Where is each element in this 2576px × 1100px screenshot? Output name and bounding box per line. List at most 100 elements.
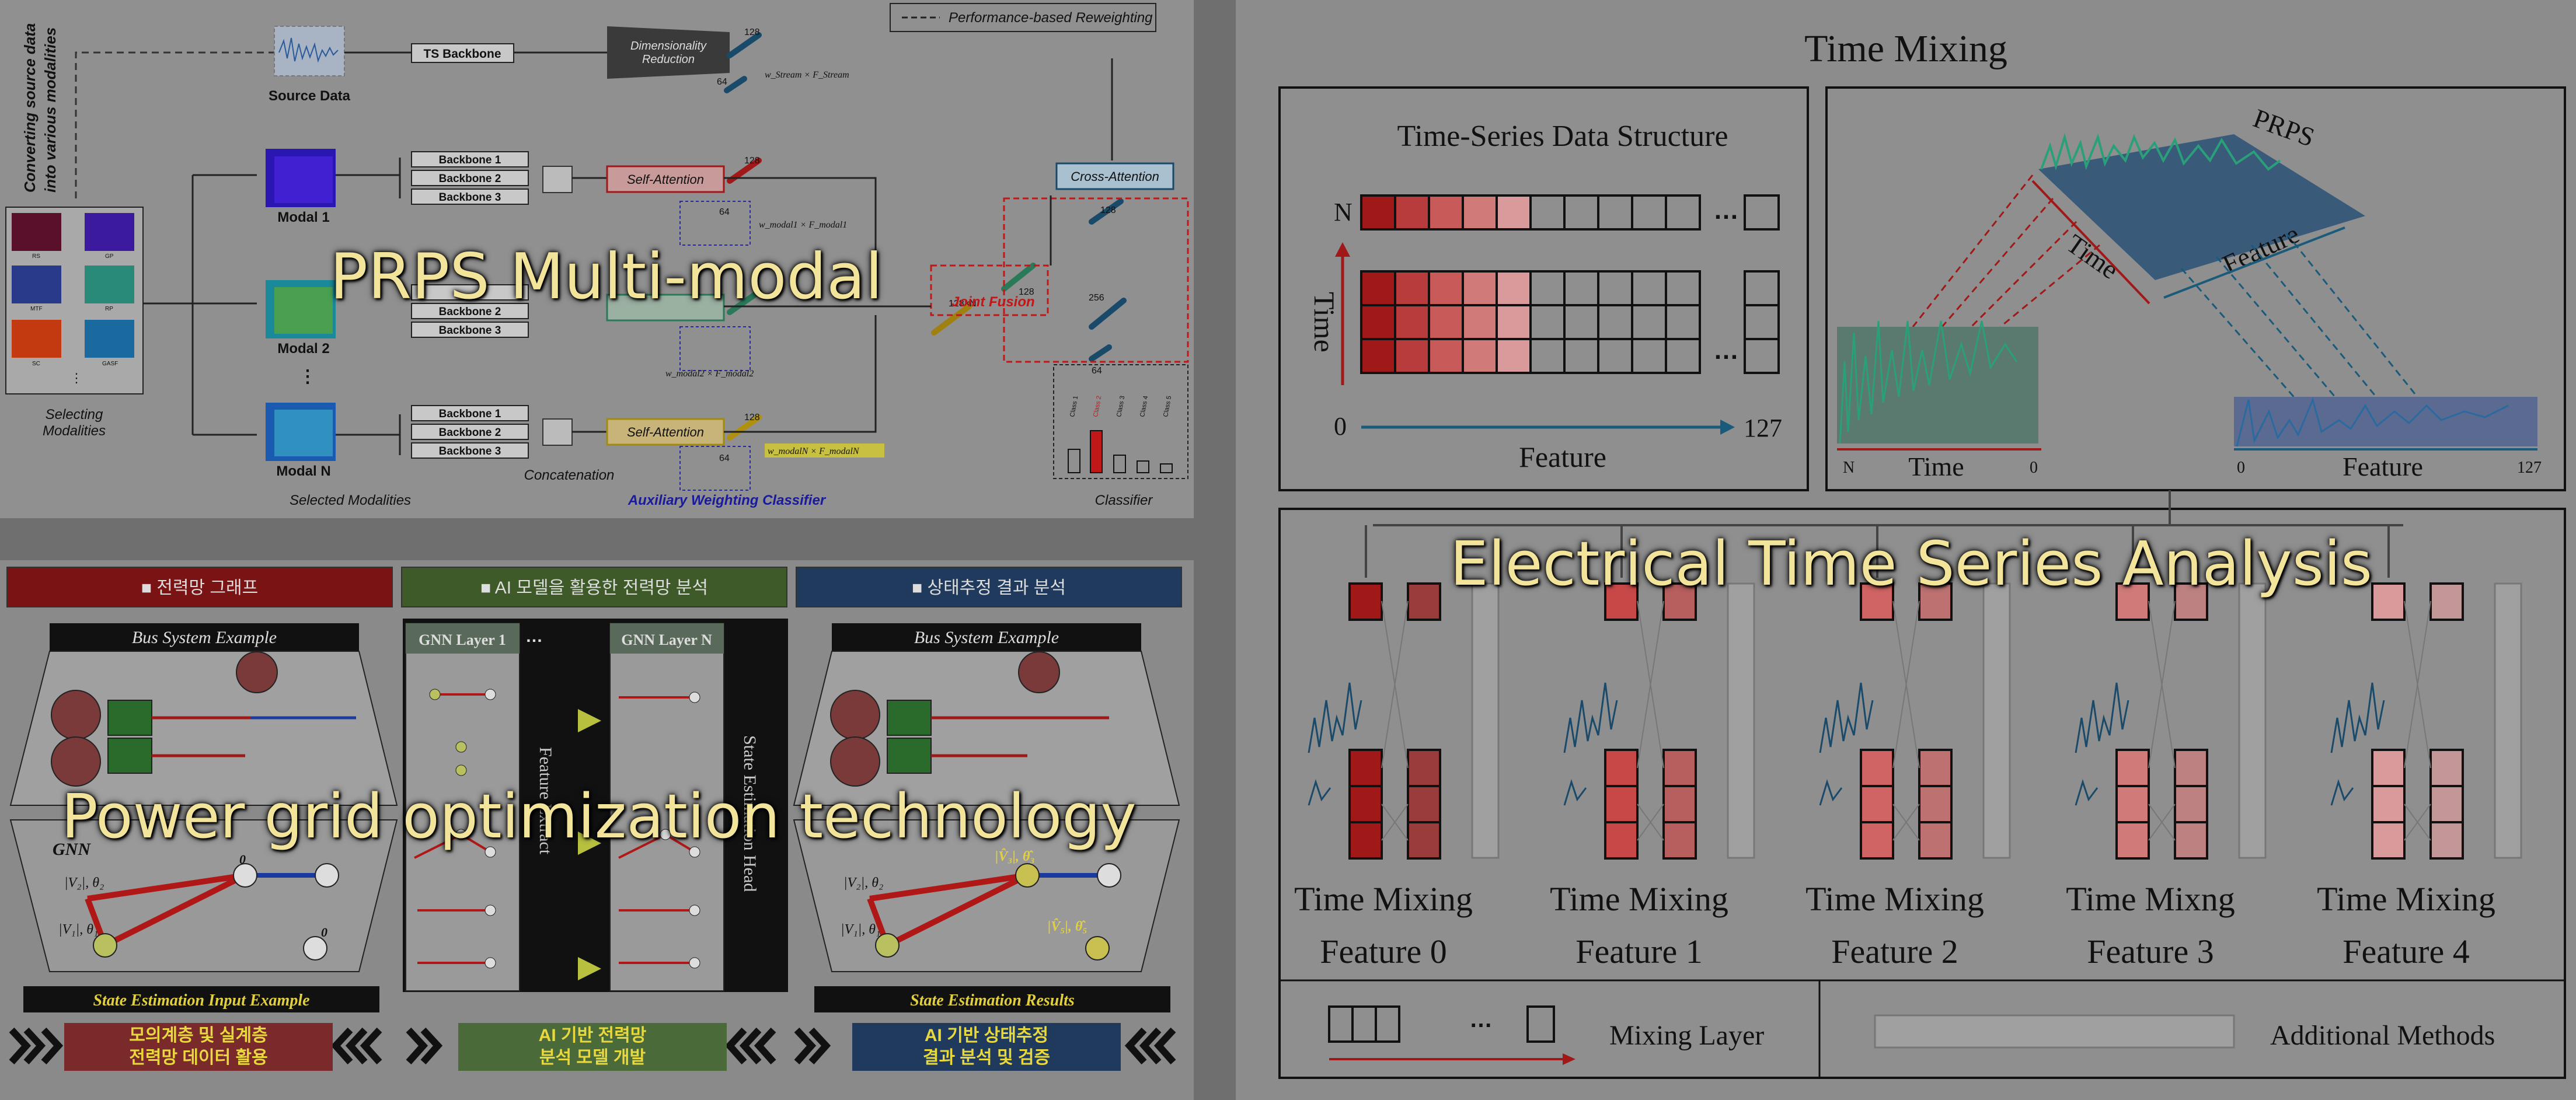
grid-dots: … [1713,196,1739,225]
generator-icon [51,690,101,740]
signal-trace [1308,682,1362,806]
gnn-node [1097,863,1121,888]
overlay-title-electrical: Electrical Time Series Analysis [1450,528,2373,599]
mixer-columns: Time Mixing Feature 0 Time Mixing Feature 1… [1294,525,2522,970]
grid-cell [1394,270,1430,306]
thumb-rp [85,266,134,303]
mixer-cell [2371,749,2406,787]
embed-bar [727,32,762,58]
results-bar [814,986,1170,1012]
grid-cell [1744,338,1780,374]
v5-label: |V̂₅|, θ̂₅ [1048,919,1087,934]
legend-additional-label: Additional Methods [2270,1020,2495,1051]
v2-label: |V₂|, θ₂ [843,875,883,891]
multimodal-diagram: Performance-based Reweighting Converting… [5,3,1189,508]
mix-lines [1892,600,1920,841]
cross-attention-label: Cross-Attention [1071,169,1159,184]
mixer-label-line2: Feature 0 [1320,933,1446,970]
modal-1-label: Modal 1 [277,209,329,225]
plot-n-label: N [1843,459,1855,477]
gnn-layer-1-panel [405,623,520,991]
grid-cell [1360,338,1396,374]
ts-backbone-box [411,43,514,63]
mixer-cell [1604,785,1639,823]
grid-cell [1496,270,1532,306]
dim-label: 64 [1092,366,1102,376]
dim-label: 128 [744,413,760,422]
layer-dots: … [525,627,543,646]
grid-cell [1462,270,1498,306]
concat-cube [542,418,573,446]
mixer-label-line2: Feature 3 [2087,933,2214,970]
weight-box [679,446,751,491]
dim-label: 64 [719,207,730,217]
thumb-gasf [85,320,134,358]
header-label: ■ AI 모델을 활용한 전력망 분석 [480,578,708,598]
grid-cell [1496,304,1532,340]
mix-lines [1637,600,1664,841]
time-mixing-title: Time Mixing [1804,27,2007,70]
mixer-label-line1: Time Mixing [1550,880,1728,918]
chevron-left-icon [724,1027,776,1064]
concatenation-label: Concatenation [524,467,615,483]
plot-0b-label: 0 [2237,459,2245,477]
time-signal [1839,320,2018,444]
connector-lines [724,58,1113,433]
thumb-dots: ⋮ [70,371,83,385]
grid-cell [1360,270,1396,306]
generator-icon [830,690,880,740]
weight-formula: w_Stream × F_Stream [765,70,849,80]
backbone-label: Backbone 3 [439,324,501,337]
mixer-cell [1348,785,1383,823]
mixer-cell [1860,582,1894,621]
dim-reduction-label-2: Reduction [642,53,695,66]
mixer-cell [1604,821,1639,860]
additional-method-bar [1727,582,1755,859]
mixer-cell [2371,785,2406,823]
chevron-left-icon [1124,1027,1176,1064]
grid-cell [1360,194,1396,231]
input-example-bar [23,986,379,1012]
mixer-label-line1: Time Mixing [1805,880,1984,918]
self-attention-box [606,418,725,446]
ts-structure-title: Time-Series Data Structure [1397,120,1728,153]
embed-bar [727,414,762,441]
projection-lines [1912,174,2100,328]
bus-example-label: Bus System Example [132,628,277,647]
gnn-layer-1-label: GNN Layer 1 [419,631,506,648]
chevron-right-icon [406,1027,443,1064]
weight-formula: w_modal2 × F_modal2 [665,369,754,379]
mini-node [689,905,700,916]
classifier-box [1053,364,1188,479]
backbone-box [411,405,529,421]
feature-signal [2236,397,2509,447]
mixer-cell [2371,821,2406,860]
bus-example-bar [50,623,359,651]
plot-axis-time [2031,180,2150,305]
prps-peaks [2040,132,2281,171]
bottom-box-results: AI 기반 상태추정 결과 분석 및 검증 [852,1023,1121,1071]
embed-bar [724,76,747,93]
arrow-icon [578,957,601,980]
bottom-box-data: 모의계층 및 실계층 전력망 데이터 활용 [64,1023,333,1071]
arrow-head-icon [1720,420,1735,435]
axis-n-label: N [1334,198,1353,226]
weight-box [679,326,751,371]
mixer-label-line2: Feature 4 [2343,933,2469,970]
mixer-cell [2174,582,2208,621]
weight-formula: w_modalN × F_modalN [768,446,860,456]
power-grid-panel: ■ 전력망 그래프 ■ AI 모델을 활용한 전력망 분석 ■ 상태추정 결과 … [0,560,1194,1100]
signal-trace [2330,682,2385,806]
ts-grid [1360,194,1780,374]
time-projection-plot [1837,327,2038,444]
selecting-label-1: Selecting [46,407,103,422]
mixer-cell [1860,785,1894,823]
self-attention-label: Self-Attention [627,172,704,187]
mixer-label-line1: Time Mixing [1294,880,1473,918]
grid-cell [1744,194,1780,231]
header-red [6,567,393,607]
embed-bar [1001,263,1036,292]
backbone-label: Backbone 2 [439,173,501,185]
generator-icon [830,736,880,787]
time-mixing-diagram: Time Mixing Time-Series Data Structure N… [1278,27,2566,1079]
